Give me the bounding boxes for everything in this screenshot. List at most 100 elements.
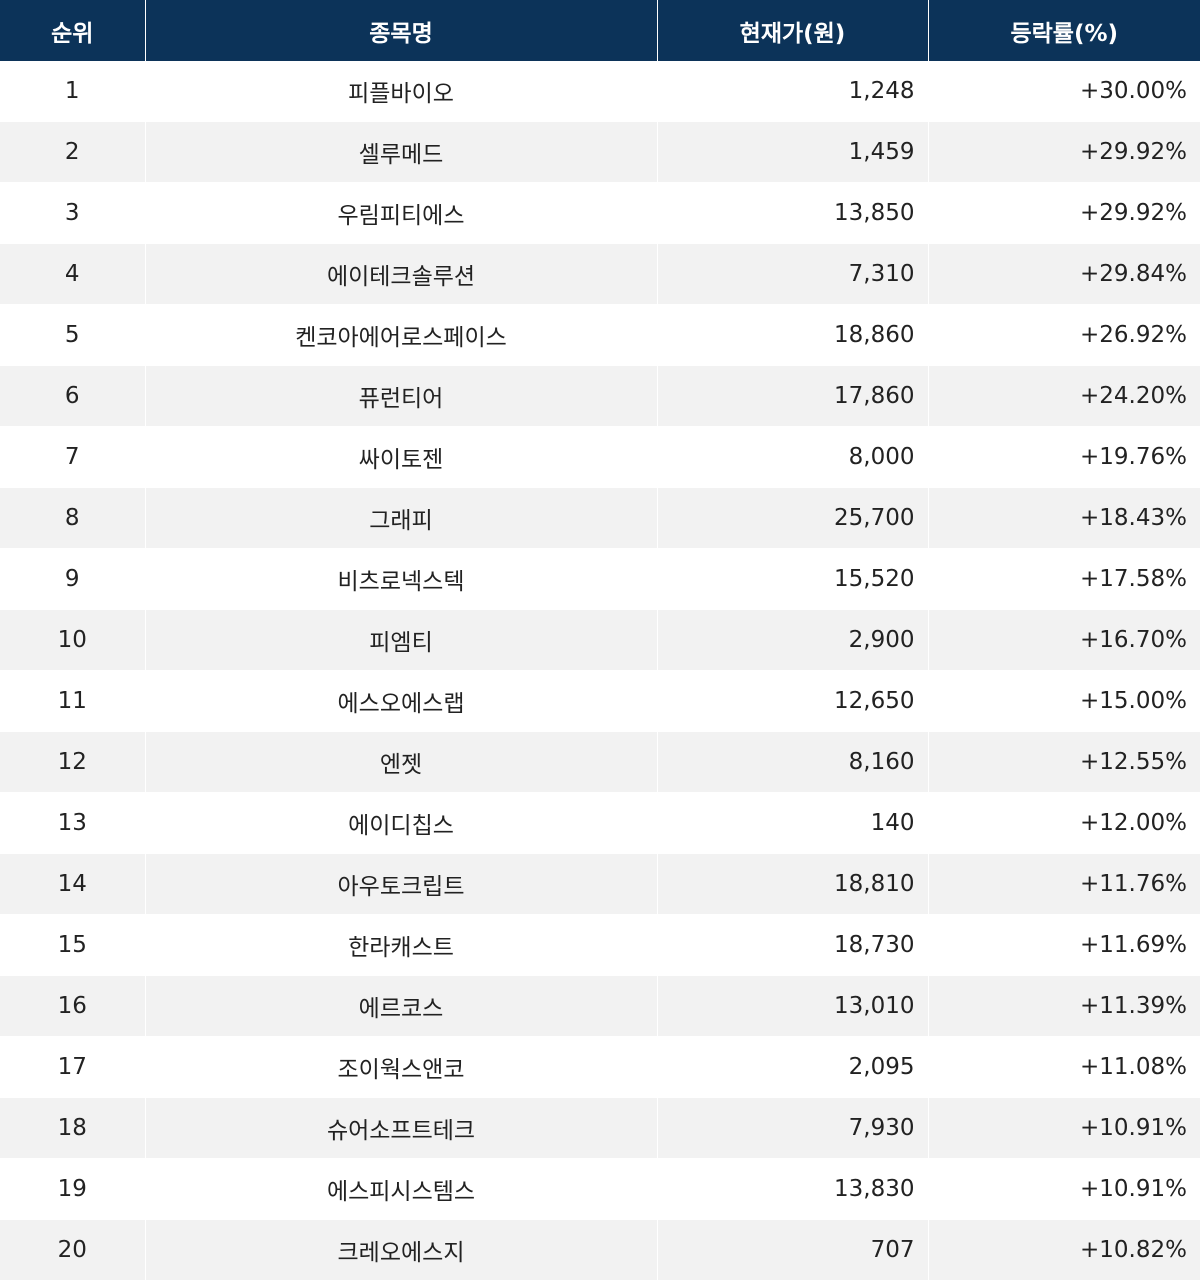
price-cell: 2,900 [657,609,929,671]
rank-cell: 20 [0,1219,146,1281]
rank-cell: 16 [0,975,146,1037]
price-cell: 12,650 [657,670,929,732]
stock-name-cell: 에이테크솔루션 [145,243,658,305]
table-row: 15 한라캐스트 18,730 +11.69% [0,914,1200,976]
change-rate-cell: +11.76% [928,853,1200,915]
rank-cell: 3 [0,182,146,244]
stock-name-cell: 셀루메드 [145,121,658,183]
stock-name-cell: 그래피 [145,487,658,549]
price-cell: 13,850 [657,182,929,244]
table-row: 8 그래피 25,700 +18.43% [0,487,1200,549]
price-cell: 18,810 [657,853,929,915]
change-rate-cell: +16.70% [928,609,1200,671]
header-current-price: 현재가(원) [657,0,929,61]
rank-cell: 15 [0,914,146,976]
change-rate-cell: +18.43% [928,487,1200,549]
price-cell: 18,860 [657,304,929,366]
rank-cell: 5 [0,304,146,366]
change-rate-cell: +15.00% [928,670,1200,732]
header-row: 순위 종목명 현재가(원) 등락률(%) [0,0,1200,61]
rank-cell: 10 [0,609,146,671]
change-rate-cell: +10.91% [928,1097,1200,1159]
price-cell: 7,310 [657,243,929,305]
rank-cell: 9 [0,548,146,610]
price-cell: 8,160 [657,731,929,793]
table-row: 10 피엠티 2,900 +16.70% [0,609,1200,671]
stock-name-cell: 피엠티 [145,609,658,671]
change-rate-cell: +11.69% [928,914,1200,976]
stock-name-cell: 퓨런티어 [145,365,658,427]
table-header: 순위 종목명 현재가(원) 등락률(%) [0,0,1200,61]
rank-cell: 6 [0,365,146,427]
change-rate-cell: +10.91% [928,1158,1200,1220]
table-row: 2 셀루메드 1,459 +29.92% [0,121,1200,183]
table-row: 14 아우토크립트 18,810 +11.76% [0,853,1200,915]
stock-name-cell: 크레오에스지 [145,1219,658,1281]
table-row: 4 에이테크솔루션 7,310 +29.84% [0,243,1200,305]
stock-name-cell: 엔젯 [145,731,658,793]
price-cell: 17,860 [657,365,929,427]
change-rate-cell: +12.00% [928,792,1200,854]
stock-name-cell: 우림피티에스 [145,182,658,244]
table-row: 20 크레오에스지 707 +10.82% [0,1219,1200,1281]
rank-cell: 2 [0,121,146,183]
change-rate-cell: +19.76% [928,426,1200,488]
change-rate-cell: +30.00% [928,61,1200,122]
price-cell: 140 [657,792,929,854]
table-row: 9 비츠로넥스텍 15,520 +17.58% [0,548,1200,610]
change-rate-cell: +24.20% [928,365,1200,427]
price-cell: 13,830 [657,1158,929,1220]
price-cell: 8,000 [657,426,929,488]
stock-name-cell: 아우토크립트 [145,853,658,915]
table-row: 7 싸이토젠 8,000 +19.76% [0,426,1200,488]
price-cell: 15,520 [657,548,929,610]
rank-cell: 8 [0,487,146,549]
table-row: 16 에르코스 13,010 +11.39% [0,975,1200,1037]
price-cell: 707 [657,1219,929,1281]
stock-name-cell: 피플바이오 [145,61,658,122]
stock-name-cell: 한라캐스트 [145,914,658,976]
rank-cell: 7 [0,426,146,488]
stock-name-cell: 슈어소프트테크 [145,1097,658,1159]
header-stock-name: 종목명 [145,0,658,61]
stock-name-cell: 에스피시스템스 [145,1158,658,1220]
change-rate-cell: +11.39% [928,975,1200,1037]
rank-cell: 1 [0,61,146,122]
table-row: 13 에이디칩스 140 +12.00% [0,792,1200,854]
price-cell: 18,730 [657,914,929,976]
price-cell: 25,700 [657,487,929,549]
change-rate-cell: +17.58% [928,548,1200,610]
table-row: 5 켄코아에어로스페이스 18,860 +26.92% [0,304,1200,366]
rank-cell: 11 [0,670,146,732]
stock-name-cell: 에르코스 [145,975,658,1037]
change-rate-cell: +10.82% [928,1219,1200,1281]
rank-cell: 18 [0,1097,146,1159]
change-rate-cell: +11.08% [928,1036,1200,1098]
table-row: 3 우림피티에스 13,850 +29.92% [0,182,1200,244]
table-row: 11 에스오에스랩 12,650 +15.00% [0,670,1200,732]
price-cell: 13,010 [657,975,929,1037]
price-cell: 1,459 [657,121,929,183]
table-row: 12 엔젯 8,160 +12.55% [0,731,1200,793]
rank-cell: 14 [0,853,146,915]
header-change-rate: 등락률(%) [928,0,1200,61]
rank-cell: 4 [0,243,146,305]
rank-cell: 17 [0,1036,146,1098]
header-rank: 순위 [0,0,146,61]
stock-name-cell: 켄코아에어로스페이스 [145,304,658,366]
table-row: 17 조이웍스앤코 2,095 +11.08% [0,1036,1200,1098]
stock-name-cell: 싸이토젠 [145,426,658,488]
change-rate-cell: +26.92% [928,304,1200,366]
change-rate-cell: +29.92% [928,121,1200,183]
change-rate-cell: +29.92% [928,182,1200,244]
table-row: 19 에스피시스템스 13,830 +10.91% [0,1158,1200,1220]
rank-cell: 19 [0,1158,146,1220]
stock-name-cell: 조이웍스앤코 [145,1036,658,1098]
rank-cell: 12 [0,731,146,793]
table-body: 1 피플바이오 1,248 +30.00% 2 셀루메드 1,459 +29.92% 3 우림피티… [0,61,1200,1281]
price-cell: 2,095 [657,1036,929,1098]
stock-name-cell: 에이디칩스 [145,792,658,854]
change-rate-cell: +12.55% [928,731,1200,793]
stock-name-cell: 비츠로넥스텍 [145,548,658,610]
